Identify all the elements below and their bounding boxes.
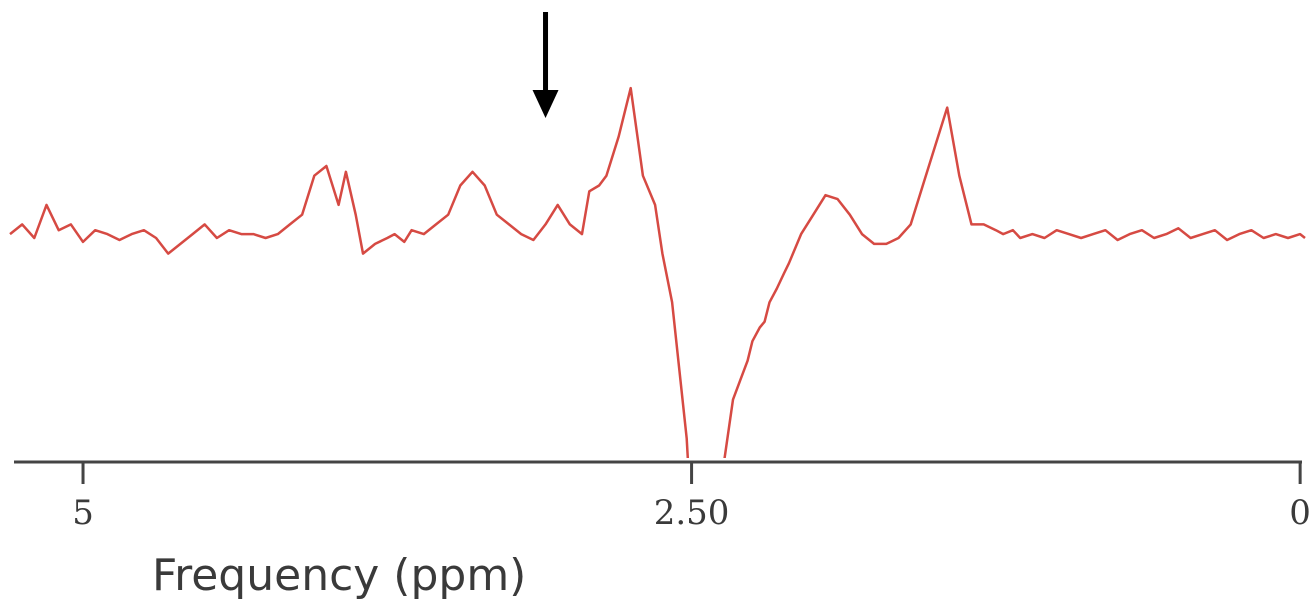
x-tick-label-0: 5 xyxy=(72,493,94,533)
peak-arrow-0 xyxy=(532,12,559,118)
x-axis: 5 2.50 0 xyxy=(14,460,1311,533)
x-axis-title: Frequency (ppm) xyxy=(152,550,526,601)
x-tick-label-2: 0 xyxy=(1289,493,1311,533)
peak-arrow-head xyxy=(532,90,559,118)
series-layer xyxy=(9,86,1306,458)
annotation-layer xyxy=(532,12,559,118)
x-tick-label-1: 2.50 xyxy=(654,493,730,533)
spectrum-line-0 xyxy=(9,86,1306,458)
